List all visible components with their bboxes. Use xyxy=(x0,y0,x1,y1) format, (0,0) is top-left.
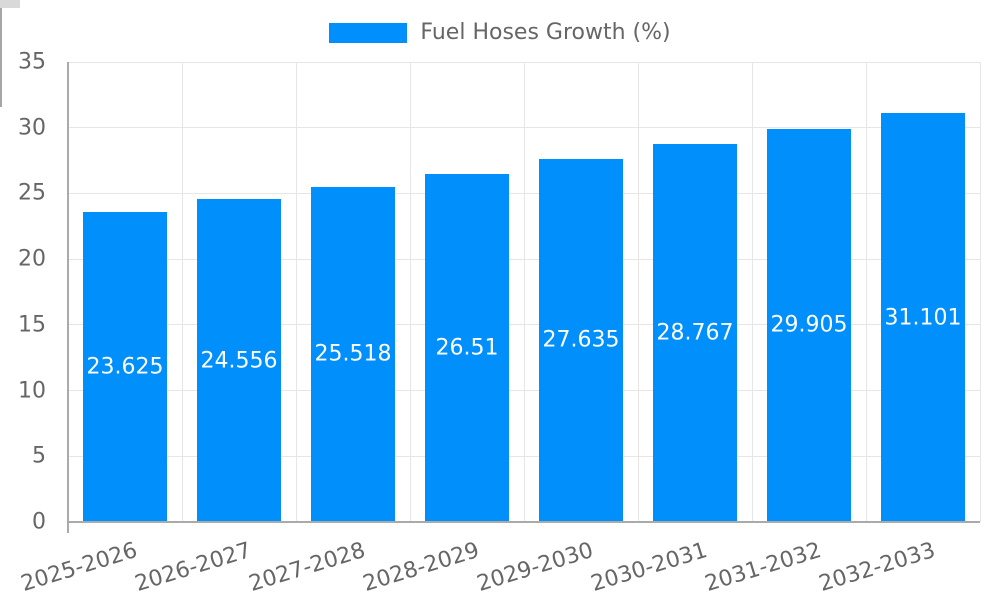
x-axis-tick-label: 2028-2029 xyxy=(360,538,483,597)
x-axis-tick xyxy=(0,30,2,41)
bar[interactable] xyxy=(425,173,509,522)
x-axis-tick xyxy=(0,19,2,30)
x-axis-tick-label: 2029-2030 xyxy=(474,538,597,597)
bar[interactable] xyxy=(83,211,167,522)
y-axis-tick xyxy=(0,2,20,3)
gridline-vertical xyxy=(979,62,981,522)
gridline-vertical xyxy=(865,62,867,522)
x-axis-tick xyxy=(0,52,2,63)
y-axis-tick xyxy=(0,3,20,4)
y-axis-tick xyxy=(0,4,20,5)
bar[interactable] xyxy=(881,113,965,522)
x-axis-tick-label: 2025-2026 xyxy=(18,538,141,597)
bar[interactable] xyxy=(539,158,623,522)
y-axis-tick-label: 25 xyxy=(18,180,46,206)
gridline-vertical xyxy=(637,62,639,522)
legend-label: Fuel Hoses Growth (%) xyxy=(420,20,671,45)
x-axis-tick xyxy=(0,41,2,52)
y-axis-line xyxy=(67,62,69,533)
y-axis-tick-label: 30 xyxy=(18,115,46,141)
bar[interactable] xyxy=(653,143,737,522)
y-axis-tick xyxy=(0,0,20,1)
gridline-vertical xyxy=(409,62,411,522)
y-axis-tick-label: 15 xyxy=(18,312,46,338)
x-axis-tick xyxy=(0,8,2,19)
y-axis-tick xyxy=(0,6,20,7)
y-axis-tick-label: 35 xyxy=(18,49,46,75)
bar[interactable] xyxy=(311,186,395,522)
x-axis-tick xyxy=(0,96,2,107)
gridline-vertical xyxy=(295,62,297,522)
y-axis-tick-label: 0 xyxy=(32,509,46,535)
y-axis-tick xyxy=(0,5,20,6)
x-axis-tick xyxy=(0,85,2,96)
legend-swatch xyxy=(329,22,408,43)
legend-item[interactable]: Fuel Hoses Growth (%) xyxy=(0,20,1000,45)
y-axis-tick xyxy=(0,7,20,8)
x-axis-line xyxy=(67,521,980,523)
y-axis-tick-label: 10 xyxy=(18,378,46,404)
gridline-vertical xyxy=(181,62,183,522)
y-axis-tick xyxy=(0,1,20,2)
x-axis-tick xyxy=(0,63,2,74)
x-axis-tick-label: 2032-2033 xyxy=(816,538,939,597)
gridline-vertical xyxy=(751,62,753,522)
x-axis-tick-label: 2026-2027 xyxy=(132,538,255,597)
gridline-vertical xyxy=(523,62,525,522)
y-axis-tick-label: 20 xyxy=(18,246,46,272)
x-axis-tick-label: 2027-2028 xyxy=(246,538,369,597)
x-axis-tick-label: 2030-2031 xyxy=(588,538,711,597)
x-axis-tick-label: 2031-2032 xyxy=(702,538,825,597)
x-axis-tick xyxy=(0,74,2,85)
y-axis-tick-label: 5 xyxy=(32,443,46,469)
bar[interactable] xyxy=(197,199,281,522)
bar[interactable] xyxy=(767,128,851,522)
